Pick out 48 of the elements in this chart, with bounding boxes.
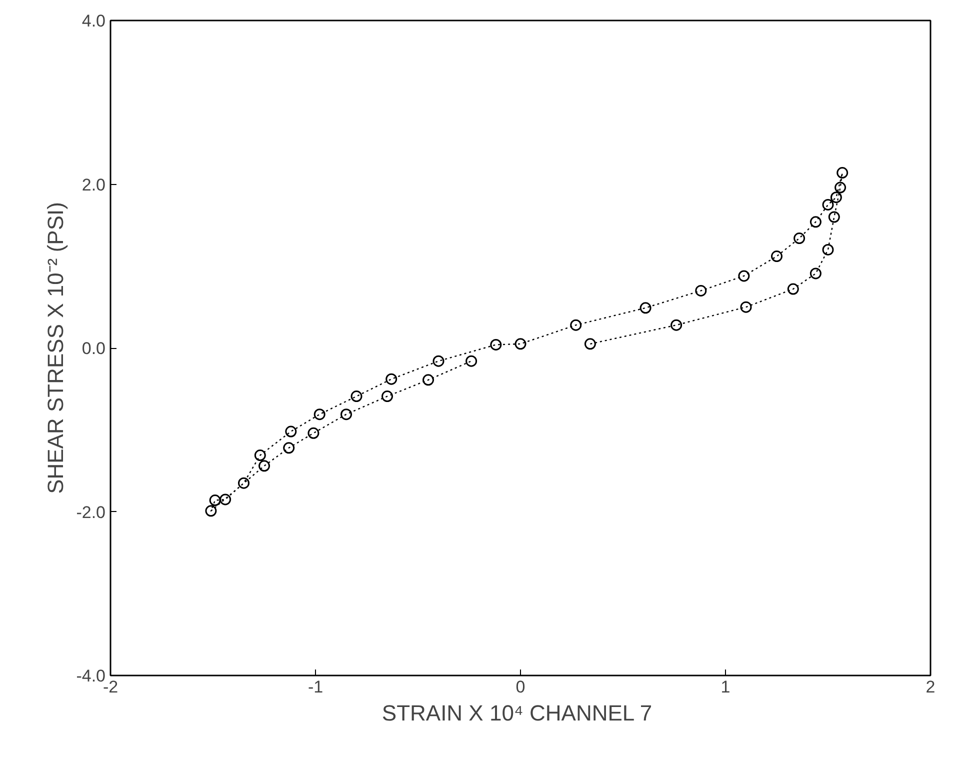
point: [836, 167, 848, 179]
point: [810, 216, 822, 228]
point: [570, 319, 582, 331]
point: [238, 477, 250, 489]
point: [514, 338, 526, 350]
point: [209, 494, 221, 506]
point: [283, 442, 295, 454]
point: [386, 373, 398, 385]
point: [830, 192, 842, 204]
point: [220, 494, 232, 506]
x-tick-label: 2: [926, 678, 936, 696]
point: [340, 408, 352, 420]
point: [640, 302, 652, 314]
point: [738, 270, 750, 282]
x-tick-label: 1: [720, 678, 730, 696]
point: [285, 426, 297, 438]
point: [810, 268, 822, 280]
y-tick-label: 2.0: [82, 175, 106, 194]
point: [258, 460, 270, 472]
point: [382, 390, 393, 402]
point: [834, 182, 846, 194]
point: [350, 390, 362, 402]
point: [314, 408, 326, 420]
x-axis-title: STRAIN X 10⁴ CHANNEL 7: [382, 700, 652, 726]
y-tick-label: -4.0: [76, 666, 106, 686]
point: [254, 450, 266, 461]
point: [695, 284, 707, 296]
point: [205, 505, 217, 517]
point: [740, 301, 752, 313]
point: [308, 427, 320, 439]
y-axis-title: SHEAR STRESS X 10⁻² (PSI): [43, 202, 68, 494]
point: [787, 283, 799, 295]
point: [490, 338, 502, 350]
point: [422, 374, 434, 386]
point: [794, 232, 806, 244]
point: [432, 355, 444, 367]
y-tick-label: -2.0: [76, 502, 106, 522]
point: [822, 198, 834, 210]
point: [822, 244, 834, 256]
point: [828, 211, 840, 223]
y-tick-label: 0.0: [82, 339, 106, 358]
point: [466, 355, 478, 367]
x-tick-label: -1: [308, 678, 324, 696]
point: [771, 250, 782, 262]
y-tick-label: 4.0: [82, 12, 106, 30]
point: [670, 319, 682, 331]
x-tick-label: 0: [516, 678, 526, 696]
point: [584, 338, 596, 350]
